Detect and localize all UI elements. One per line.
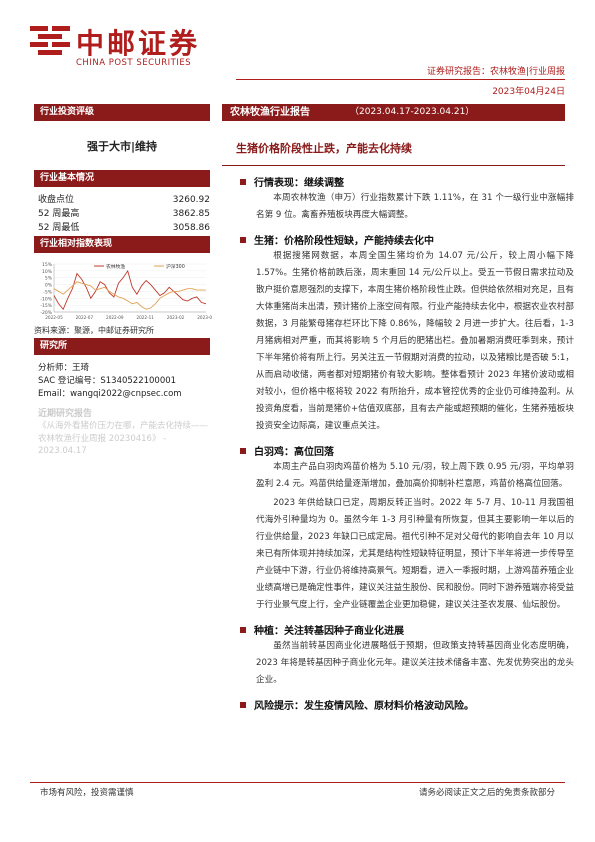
- x-tick-label: 2022-11: [136, 315, 154, 320]
- y-tick-label: 5%: [45, 276, 53, 282]
- section-bullet: [240, 448, 246, 454]
- stat-row: 52 周最低 3058.86: [38, 221, 210, 235]
- stat-label: 收盘点位: [38, 195, 75, 205]
- analyst-email: Email：wangqi2022@cnpsec.com: [38, 389, 182, 399]
- section-bullet: [240, 702, 246, 708]
- report-title: 农林牧渔行业报告: [230, 107, 310, 118]
- section-heading: 白羽鸡：高位回落: [254, 447, 334, 458]
- company-logo: [30, 22, 70, 62]
- section-paragraph: 2023 年供给缺口已定，周期反转正当时。2022 年 5-7 月、10-11 …: [256, 498, 574, 610]
- section-heading: 行情表现：继续调整: [254, 178, 344, 189]
- y-tick-label: -5%: [43, 289, 52, 295]
- section-bullet: [240, 627, 246, 633]
- recent-reports-title: 近期研究报告: [38, 409, 93, 419]
- x-tick-label: 2022-07: [76, 315, 94, 320]
- headline-divider: [222, 165, 565, 166]
- section-heading: 生猪：价格阶段性短缺，产能持续去化中: [254, 236, 434, 247]
- research-section-title: 研究所: [34, 338, 210, 355]
- section-bullet: [240, 237, 246, 243]
- y-tick-label: 0%: [45, 283, 53, 289]
- footer-right: 请务必阅读正文之后的免责条款部分: [418, 788, 555, 798]
- analyst-sac: SAC 登记编号：S1340522100001: [38, 376, 177, 386]
- legend-label: 农林牧渔: [106, 263, 125, 270]
- rating-value: 强于大市|维持: [86, 140, 158, 153]
- chart-section-title: 行业相对指数表现: [34, 236, 210, 253]
- report-period: （2023.04.17-2023.04.21）: [350, 107, 475, 117]
- series-line: [53, 269, 207, 311]
- section-paragraph: 本周主产品白羽肉鸡苗价格为 5.10 元/羽，较上周下跌 0.95 元/羽，平均…: [256, 462, 574, 489]
- recent-report-item: 《从海外看猪价压力在哪，产能去化持续——农林牧渔行业周报 20230416》 -…: [38, 421, 209, 456]
- brand-name-cn: 中邮证券: [76, 27, 201, 60]
- report-date: 2023年04月24日: [492, 87, 565, 97]
- section-paragraph: 虽然当前转基因商业化进展略低于预期，但政策支持转基因商业化态度明确，2023 年…: [256, 641, 574, 685]
- x-tick-label: 2022-05: [45, 315, 63, 320]
- stat-row: 52 周最高 3862.85: [38, 207, 210, 221]
- stat-label: 52 周最高: [38, 209, 80, 219]
- basics-section-title: 行业基本情况: [34, 170, 210, 187]
- y-tick-label: 15%: [42, 262, 53, 268]
- section-paragraph: 根据搜猪网数据，本周全国生猪均价为 14.07 元/公斤，较上周小幅下降 1.5…: [256, 251, 574, 431]
- stat-value: 3862.85: [172, 209, 210, 219]
- relative-performance-chart: 15%10%5%0%-5%-10%-15%-20%2022-05 2022-07 2…: [40, 262, 212, 320]
- y-tick-label: 10%: [42, 269, 53, 275]
- section-paragraph: 本周农林牧渔（申万）行业指数累计下跌 1.11%，在 31 个一级行业中涨幅排名…: [256, 193, 574, 220]
- stat-value: 3260.92: [172, 195, 210, 205]
- headline: 生猪价格阶段性止跌，产能去化持续: [236, 142, 412, 155]
- y-tick-label: -15%: [40, 303, 52, 309]
- x-tick-label: 2023-02: [167, 315, 185, 320]
- analyst-name: 分析师：王琦: [38, 363, 90, 373]
- stat-row: 收盘点位 3260.92: [38, 193, 210, 207]
- y-tick-label: -10%: [40, 296, 52, 302]
- footer-divider: [30, 782, 565, 783]
- footer-left: 市场有风险，投资需谨慎: [40, 788, 134, 798]
- section-heading: 种植：关注转基因种子商业化进展: [254, 626, 404, 637]
- section-bullet: [240, 179, 246, 185]
- stat-label: 52 周最低: [38, 223, 80, 233]
- report-type-line: 证券研究报告：农林牧渔|行业周报: [426, 67, 565, 77]
- x-tick-label: 2022-09: [106, 315, 124, 320]
- y-tick-label: -20%: [40, 310, 52, 316]
- x-tick-label: 2023-04: [197, 315, 212, 320]
- legend-label: 沪深300: [166, 263, 185, 270]
- risk-warning: 风险提示：发生疫情风险、原材料价格波动风险。: [254, 701, 474, 712]
- report-title-bar: [222, 104, 565, 121]
- series-line: [53, 281, 206, 310]
- stat-value: 3058.86: [172, 223, 210, 233]
- chart-source: 资料来源：聚源，中邮证券研究所: [34, 326, 154, 335]
- brand-name-en: CHINA POST SECURITIES: [76, 58, 192, 68]
- header-divider: [236, 79, 565, 80]
- rating-section-title: 行业投资评级: [34, 104, 210, 121]
